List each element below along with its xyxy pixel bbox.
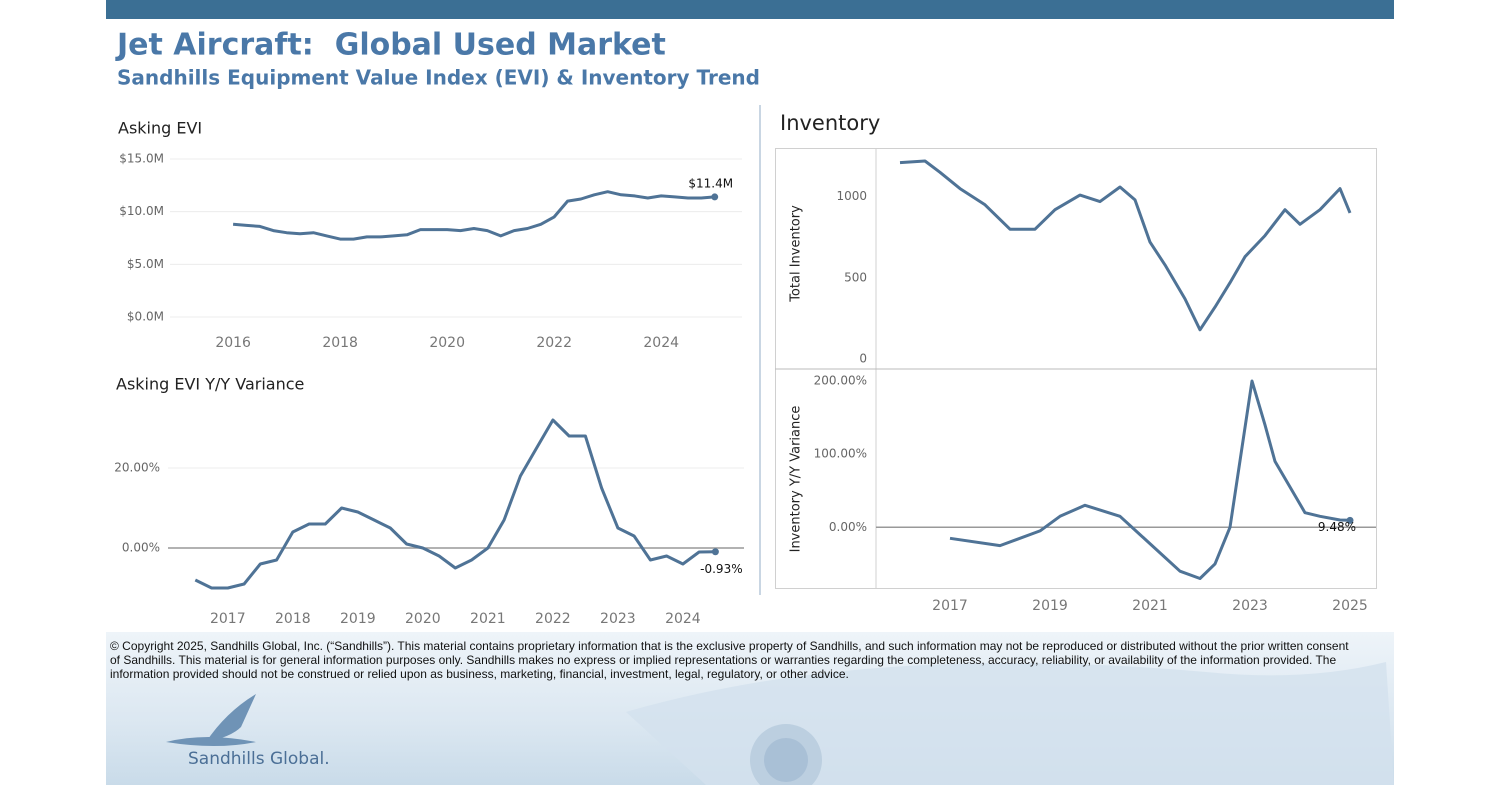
x-tick-label: 2022: [535, 611, 571, 627]
series-line: [899, 159, 1352, 332]
y-axis-label: Inventory Y/Y Variance: [789, 406, 804, 553]
x-tick-label: 2020: [429, 335, 465, 351]
logo-text: Sandhills Global.: [188, 749, 330, 769]
y-tick-label: $10.0M: [119, 204, 164, 218]
y-axis-label: Total Inventory: [789, 205, 804, 303]
x-tick-label: 2023: [600, 611, 636, 627]
x-tick-label: 2019: [1032, 598, 1068, 614]
x-tick-label: 2023: [1232, 598, 1268, 614]
data-label: $11.4M: [688, 176, 733, 190]
footer: Sandhills Global. © Copyright 2025, Sand…: [106, 632, 1394, 785]
dashboard: Jet Aircraft: Global Used Market Sandhil…: [106, 0, 1394, 627]
x-tick-label: 2021: [470, 611, 506, 627]
page-title: Jet Aircraft: Global Used Market: [115, 28, 666, 63]
y-tick-label: $15.0M: [119, 152, 164, 166]
end-point: [711, 548, 719, 556]
logo-bird: [166, 694, 256, 746]
end-point: [1346, 516, 1354, 524]
data-label: 9.48%: [1318, 520, 1356, 534]
chart-title: Asking EVI: [118, 119, 202, 138]
x-tick-label: 2019: [340, 611, 376, 627]
end-point: [711, 193, 719, 201]
x-tick-label: 2020: [405, 611, 441, 627]
series-line: [194, 418, 716, 590]
x-tick-label: 2017: [932, 598, 968, 614]
x-tick-label: 2016: [215, 335, 251, 351]
x-tick-label: 2025: [1332, 598, 1368, 614]
top-bar: [106, 0, 1394, 19]
copyright: © Copyright 2025, Sandhills Global, Inc.…: [110, 639, 1349, 681]
y-tick-label: 0.00%: [829, 520, 867, 534]
x-tick-label: 2024: [665, 611, 701, 627]
y-tick-label: 0: [859, 352, 867, 366]
chart-title: Inventory: [780, 111, 880, 135]
y-tick-label: 200.00%: [814, 373, 867, 387]
chart-title: Asking EVI Y/Y Variance: [116, 375, 304, 394]
series-line: [949, 379, 1351, 580]
y-tick-label: $5.0M: [127, 257, 164, 271]
x-tick-label: 2024: [643, 335, 679, 351]
data-label: -0.93%: [700, 562, 742, 576]
series-line: [232, 190, 715, 241]
x-tick-label: 2018: [322, 335, 358, 351]
y-tick-label: 1000: [836, 189, 867, 203]
y-tick-label: $0.0M: [127, 310, 164, 324]
y-tick-label: 500: [844, 270, 867, 284]
y-tick-label: 0.00%: [122, 541, 160, 555]
x-tick-label: 2021: [1132, 598, 1168, 614]
footer-art: Sandhills Global.: [166, 662, 1394, 785]
y-tick-label: 20.00%: [114, 461, 160, 475]
page-subtitle: Sandhills Equipment Value Index (EVI) & …: [117, 66, 760, 90]
x-tick-label: 2017: [210, 611, 246, 627]
y-tick-label: 100.00%: [814, 447, 867, 461]
x-tick-label: 2022: [536, 335, 572, 351]
plane-engine-core: [764, 738, 808, 782]
x-tick-label: 2018: [275, 611, 311, 627]
